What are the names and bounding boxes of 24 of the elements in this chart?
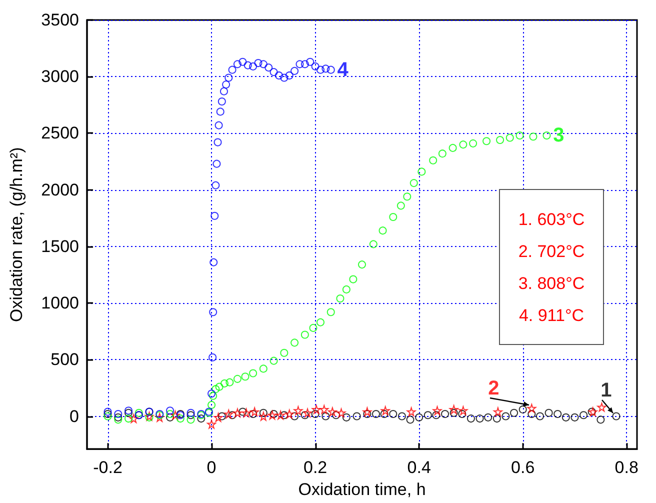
y-tick-label: 3500 — [41, 10, 79, 30]
y-tick-label: 2000 — [41, 180, 79, 200]
y-tick-label: 2500 — [41, 124, 79, 143]
x-tick-label: 0 — [206, 458, 216, 478]
x-axis-title: Oxidation time, h — [298, 480, 426, 499]
x-tick-label: 0.6 — [511, 458, 535, 478]
y-tick-label: 1500 — [41, 236, 79, 256]
annotation: 3. 808°C — [517, 273, 586, 295]
x-tick-label: 0.2 — [303, 458, 328, 478]
x-tick-label: 0.4 — [407, 458, 431, 478]
x-tick-label: 0.8 — [614, 458, 638, 478]
x-tick-label: -0.2 — [93, 458, 122, 478]
series-label: 1 — [600, 379, 612, 402]
annotation: 1. 603°C — [517, 209, 586, 231]
series-label: 3 — [553, 124, 564, 146]
y-tick-label: 500 — [50, 350, 79, 370]
y-tick-label: 1000 — [41, 294, 79, 313]
y-axis-title: Oxidation rate, (g/h.m²) — [7, 147, 26, 322]
y-tick-label: 3000 — [41, 67, 79, 86]
y-tick-label: 0 — [70, 406, 79, 426]
annotation: 2. 702°C — [517, 241, 586, 263]
series-label: 4 — [337, 58, 350, 81]
series-label: 2 — [488, 377, 500, 400]
annotation: 4. 911°C — [518, 305, 586, 327]
